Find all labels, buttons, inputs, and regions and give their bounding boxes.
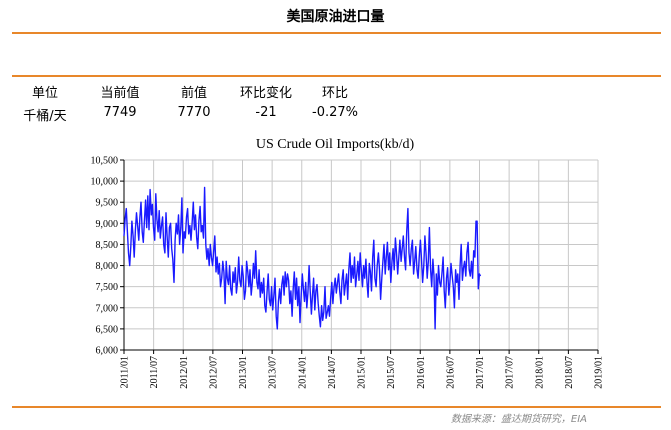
pct-value: -0.27% [312,105,358,120]
col-unit-header: 单位 [31,86,59,101]
y-tick-label: 8,000 [96,261,119,272]
x-tick-label: 2018/07 [564,356,575,389]
x-tick-label: 2013/01 [238,356,249,389]
current-value: 7749 [103,105,137,120]
page-title: 美国原油进口量 [286,9,385,25]
col-change-header: 环比变化 [239,86,293,101]
col-previous-header: 前值 [180,86,208,101]
source-note: 数据来源：盛达期货研究，EIA [450,414,587,425]
y-tick-label: 7,500 [96,282,119,293]
x-tick-label: 2017/07 [505,356,516,389]
x-tick-label: 2016/07 [445,356,456,389]
y-tick-label: 6,000 [96,346,119,357]
y-tick-label: 10,000 [91,177,119,188]
x-tick-label: 2012/07 [208,356,219,389]
x-tick-label: 2015/01 [357,356,368,389]
y-tick-label: 6,500 [96,324,119,335]
bottom-divider [12,406,661,408]
x-tick-label: 2014/01 [297,356,308,389]
x-tick-label: 2016/01 [416,356,427,389]
x-tick-label: 2018/01 [534,356,545,389]
x-tick-label: 2015/07 [386,356,397,389]
unit-value: 千桶/天 [23,109,67,124]
y-tick-label: 10,500 [91,156,119,167]
y-tick-label: 9,000 [96,219,119,230]
col-current-header: 当前值 [100,86,140,101]
chart-title: US Crude Oil Imports(kb/d) [256,137,415,152]
x-tick-label: 2011/07 [149,356,160,388]
top-divider [12,32,661,34]
series-line [123,186,482,330]
x-tick-label: 2017/01 [475,356,486,389]
y-tick-label: 8,500 [96,240,119,251]
x-tick-label: 2012/01 [179,356,190,389]
y-tick-label: 7,000 [96,303,119,314]
col-pct-header: 环比 [321,86,349,101]
table-divider [12,75,661,77]
x-tick-label: 2014/07 [327,356,338,389]
x-tick-label: 2019/01 [594,356,605,389]
x-tick-label: 2013/07 [268,356,279,389]
change-value: -21 [255,105,277,120]
y-tick-label: 9,500 [96,198,119,209]
x-tick-label: 2011/01 [120,356,131,388]
previous-value: 7770 [177,105,211,120]
